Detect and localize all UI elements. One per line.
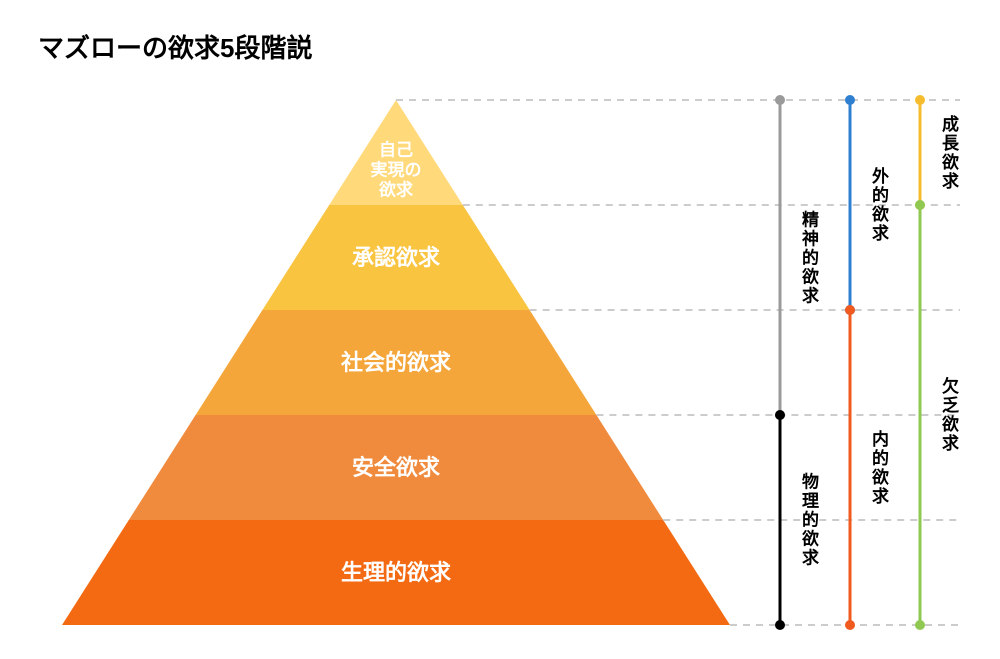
pyramid-level-label-4: 生理的欲求 [341, 559, 451, 585]
bracket-2-1-dot-1 [915, 620, 925, 630]
bracket-0-0-dot-0 [775, 95, 785, 105]
bracket-1-0-dot-0 [845, 95, 855, 105]
diagram-stage [0, 0, 1000, 659]
bracket-2-0-label: 成長欲求 [936, 115, 961, 191]
pyramid-level-label-0: 自己 実現の 欲求 [371, 140, 422, 201]
pyramid-level-label-3: 安全欲求 [352, 454, 440, 480]
bracket-0-1-dot-0 [775, 410, 785, 420]
bracket-2-0-dot-0 [915, 95, 925, 105]
bracket-0-1-label: 物理的欲求 [796, 473, 821, 568]
pyramid-level-label-1: 承認欲求 [352, 244, 440, 270]
bracket-2-1-dot-0 [915, 200, 925, 210]
bracket-1-1-dot-0 [845, 305, 855, 315]
bracket-0-0-label: 精神的欲求 [796, 210, 821, 305]
bracket-2-1-label: 欠乏欲求 [936, 377, 961, 453]
pyramid-level-label-2: 社会的欲求 [341, 349, 451, 375]
bracket-1-1-dot-1 [845, 620, 855, 630]
bracket-0-1-dot-1 [775, 620, 785, 630]
bracket-1-1-label: 内的欲求 [866, 430, 891, 506]
bracket-1-0-label: 外的欲求 [866, 167, 891, 243]
